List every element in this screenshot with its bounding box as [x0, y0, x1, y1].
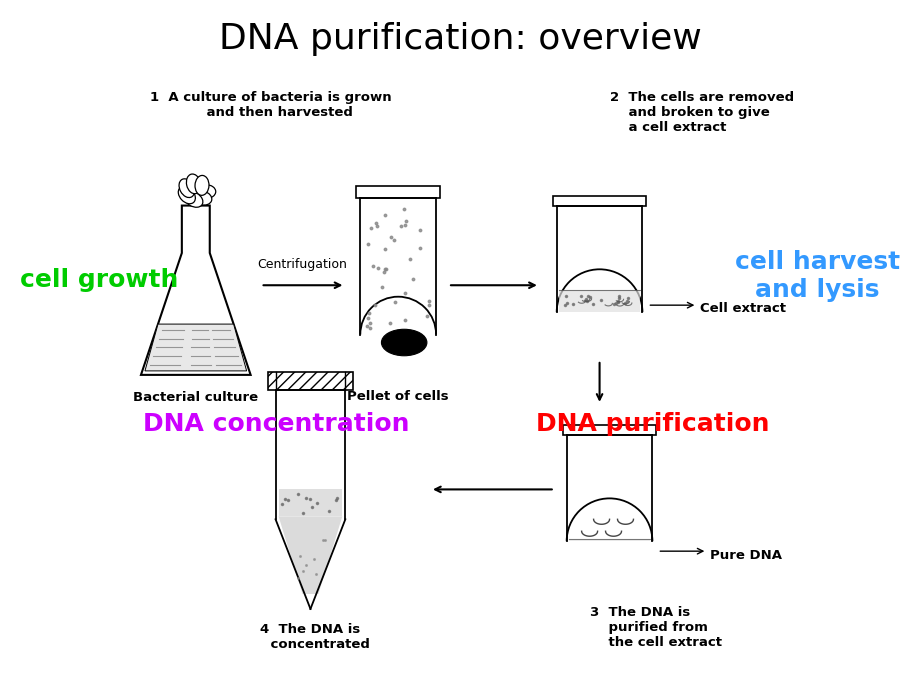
Ellipse shape: [179, 179, 194, 197]
Polygon shape: [278, 516, 342, 594]
Bar: [356, 186, 439, 198]
Ellipse shape: [192, 190, 211, 205]
Bar: [562, 424, 655, 435]
Ellipse shape: [178, 186, 195, 204]
Text: DNA purification: DNA purification: [535, 412, 768, 436]
Text: 3  The DNA is
    purified from
    the cell extract: 3 The DNA is purified from the cell extr…: [589, 606, 720, 649]
Polygon shape: [278, 489, 342, 516]
Text: DNA purification: overview: DNA purification: overview: [219, 22, 700, 57]
Polygon shape: [568, 539, 650, 541]
Ellipse shape: [187, 174, 200, 194]
Text: Centrifugation: Centrifugation: [257, 258, 347, 271]
Text: 4  The DNA is
    concentrated: 4 The DNA is concentrated: [251, 623, 369, 651]
Text: DNA concentration: DNA concentration: [143, 412, 409, 436]
Text: Cell extract: Cell extract: [699, 302, 786, 315]
Polygon shape: [558, 290, 640, 312]
Text: Bacterial culture: Bacterial culture: [133, 391, 258, 404]
Text: cell harvest
and lysis: cell harvest and lysis: [734, 250, 900, 302]
Text: Pure DNA: Pure DNA: [709, 549, 781, 562]
Ellipse shape: [196, 185, 215, 199]
Ellipse shape: [195, 175, 209, 195]
Bar: [267, 372, 353, 390]
Text: 1  A culture of bacteria is grown
    and then harvested: 1 A culture of bacteria is grown and the…: [150, 91, 391, 119]
Text: 2  The cells are removed
    and broken to give
    a cell extract: 2 The cells are removed and broken to gi…: [609, 91, 793, 134]
Text: cell growth: cell growth: [19, 268, 178, 292]
Text: Pellet of cells: Pellet of cells: [347, 391, 448, 404]
Bar: [552, 195, 646, 206]
Ellipse shape: [381, 329, 426, 356]
Polygon shape: [145, 324, 246, 371]
Ellipse shape: [184, 192, 203, 207]
